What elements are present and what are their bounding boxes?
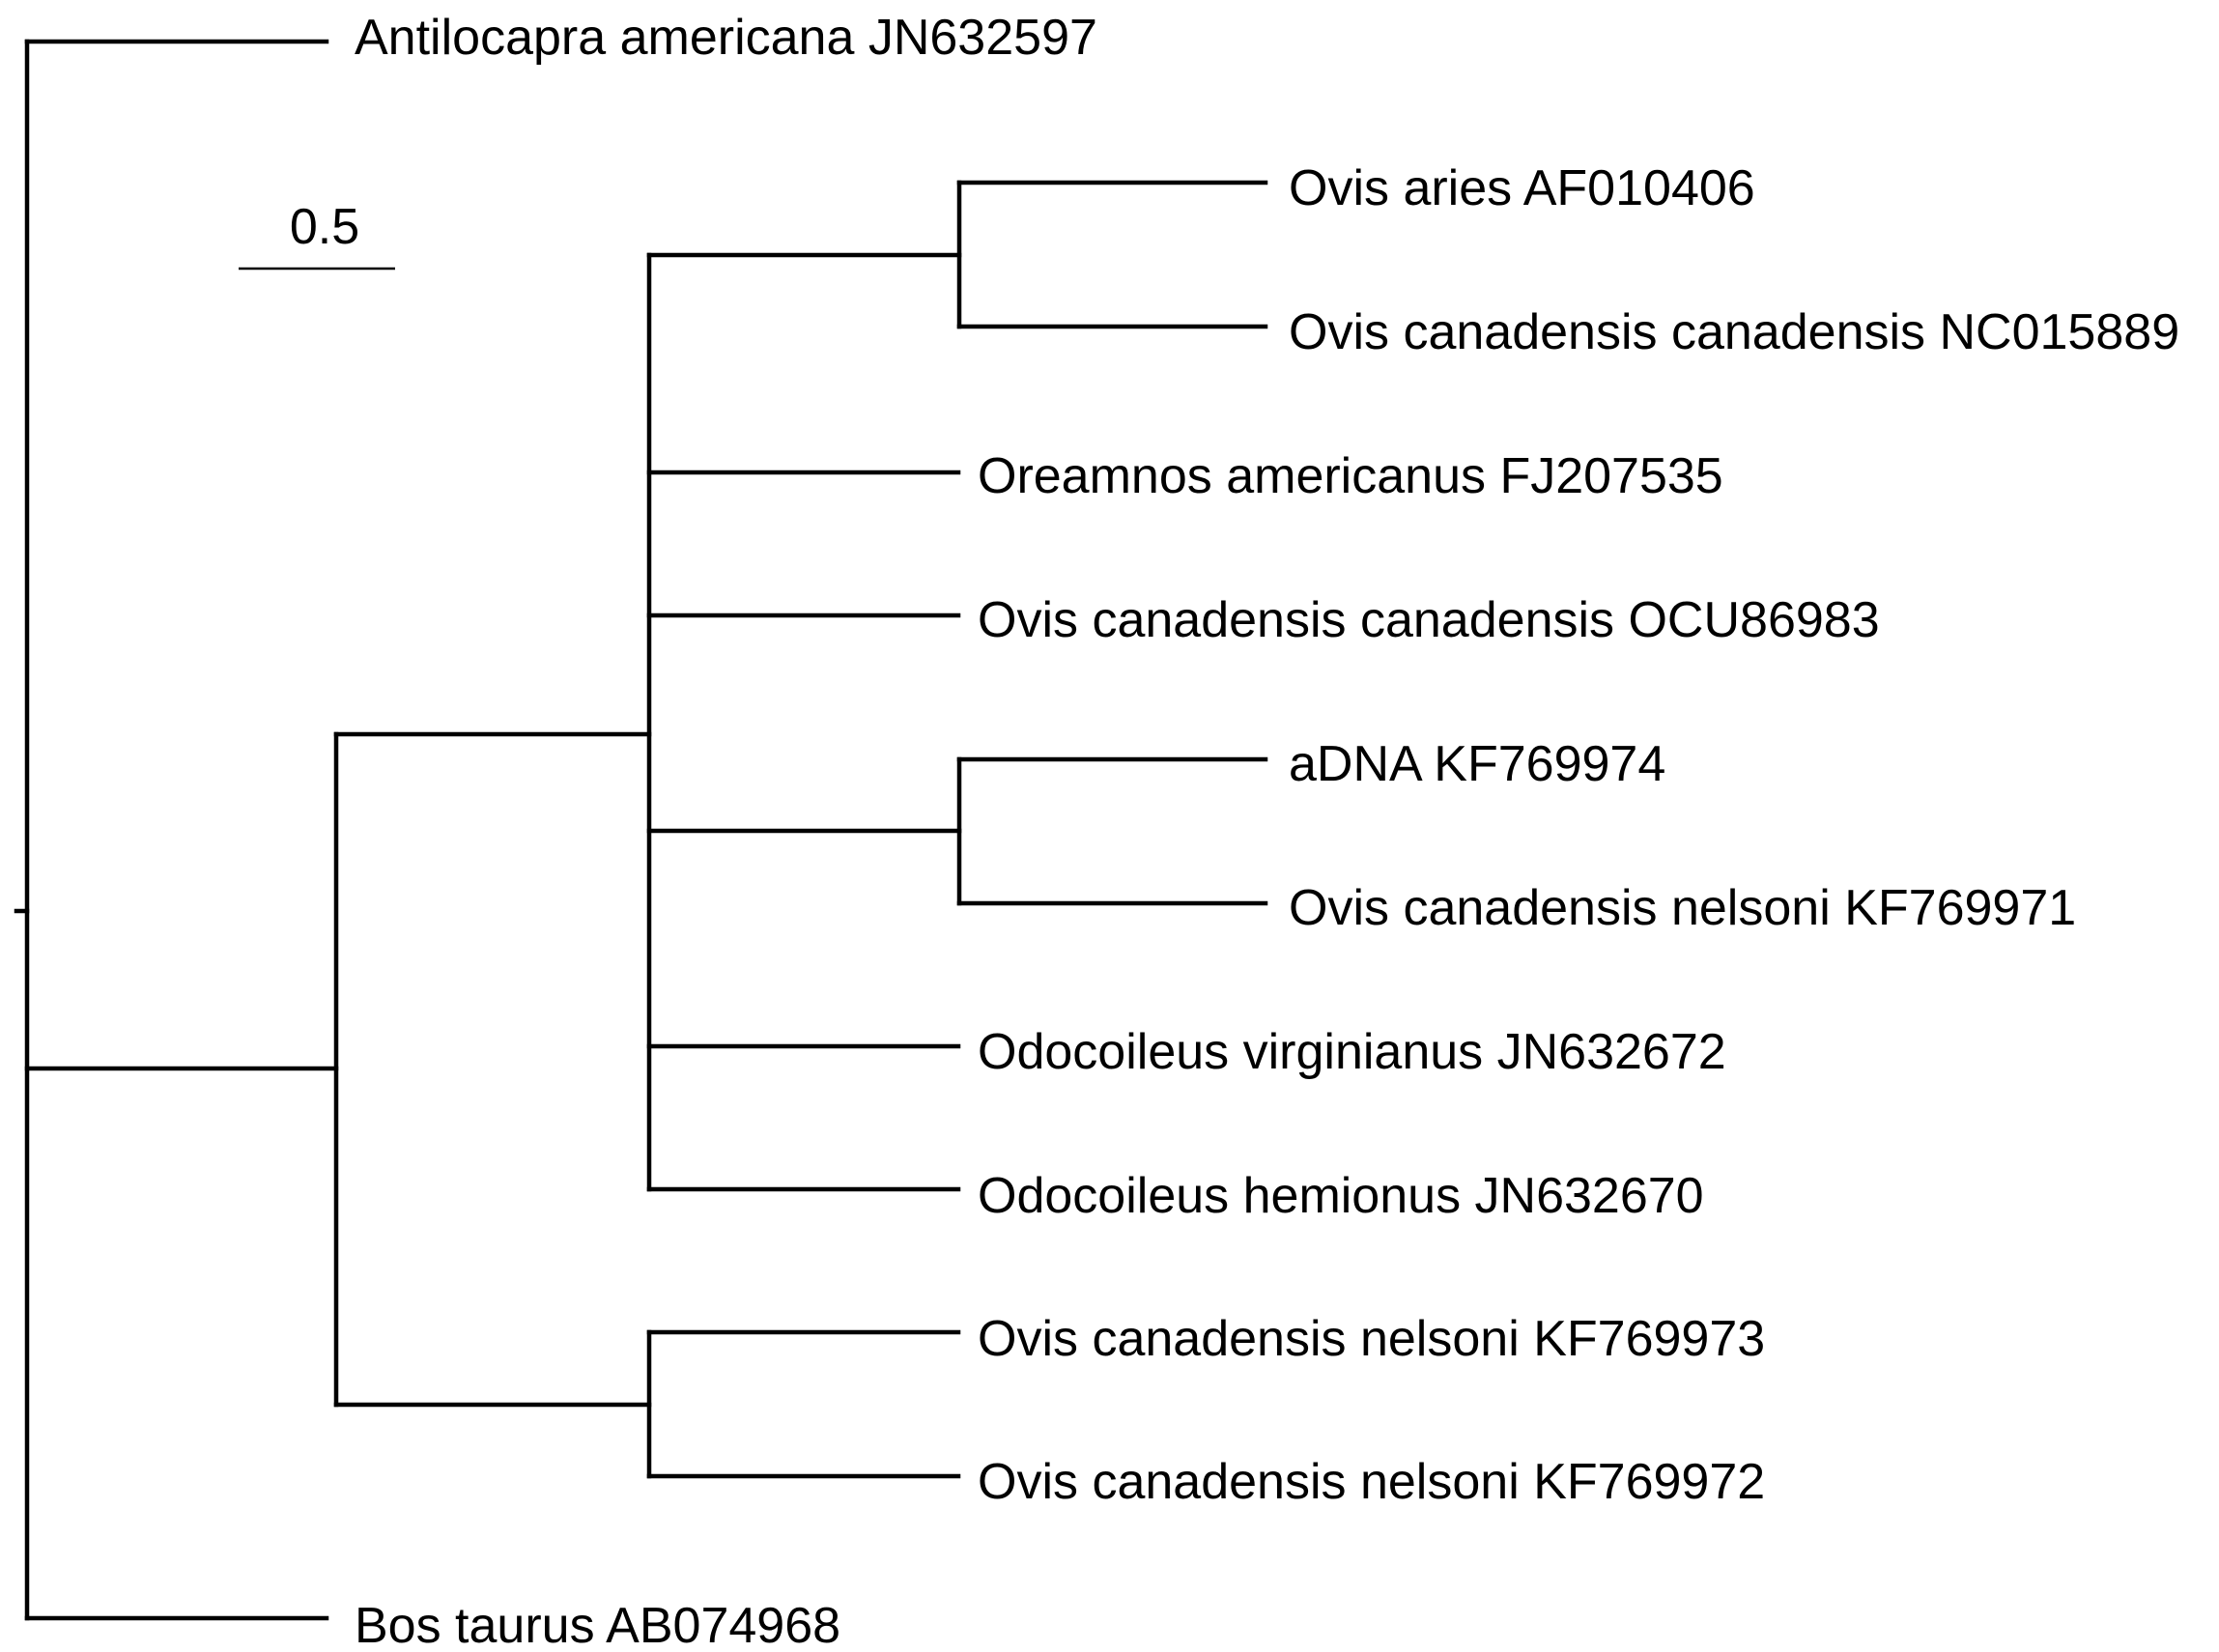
tip-label-antilocapra: Antilocapra americana JN632597: [355, 10, 1097, 66]
tip-label-ovis-can-nc: Ovis canadensis canadensis NC015889: [1289, 304, 2179, 360]
tip-label-odo-hem: Odocoileus hemionus JN632670: [978, 1168, 1704, 1224]
tip-label-ovis-nel-972: Ovis canadensis nelsoni KF769972: [978, 1454, 1765, 1510]
tip-label-adna: aDNA KF769974: [1289, 736, 1665, 792]
scale-bar-label: 0.5: [290, 199, 359, 255]
tip-label-odo-virg: Odocoileus virginianus JN632672: [978, 1024, 1726, 1080]
tip-label-ovis-aries: Ovis aries AF010406: [1289, 160, 1755, 216]
tip-label-oreamnos: Oreamnos americanus FJ207535: [978, 448, 1723, 504]
tip-label-ovis-can-ocu: Ovis canadensis canadensis OCU86983: [978, 592, 1880, 648]
tip-label-bos: Bos taurus AB074968: [355, 1598, 840, 1652]
tip-label-ovis-nel-971: Ovis canadensis nelsoni KF769971: [1289, 880, 2076, 936]
tip-label-ovis-nel-973: Ovis canadensis nelsoni KF769973: [978, 1311, 1765, 1367]
